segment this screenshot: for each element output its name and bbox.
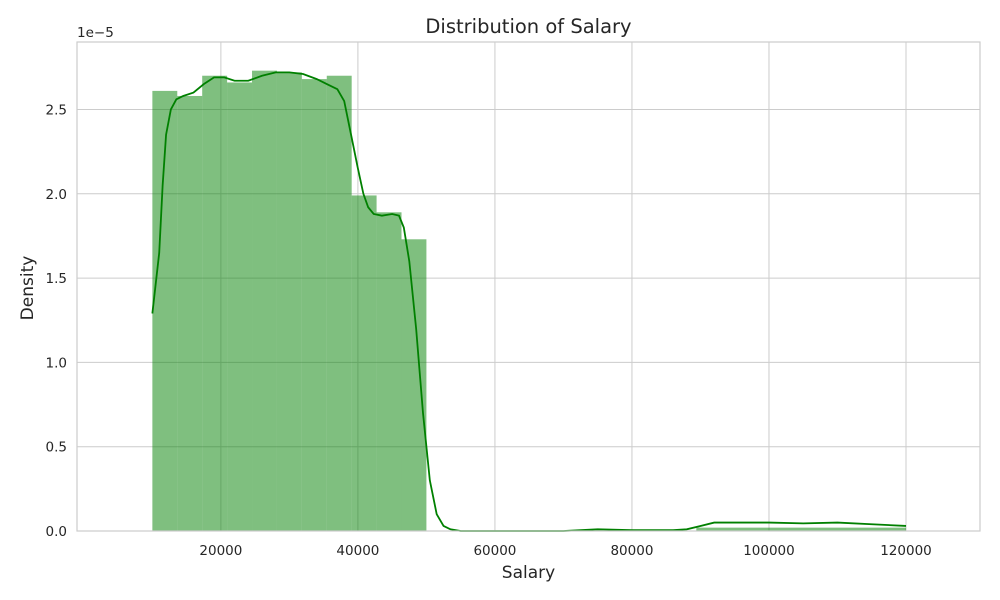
histogram-bar [326,75,352,532]
y-tick-label: 2.0 [46,187,67,203]
histogram-bar [177,95,203,531]
histogram-bar [696,527,907,531]
y-tick-label: 1.5 [46,271,67,287]
histogram-bar [401,239,427,532]
y-tick-label: 2.5 [46,102,67,118]
y-tick-label: 0.5 [46,440,67,456]
histogram-bar [301,79,327,531]
x-tick-label: 80000 [610,543,653,559]
y-tick-label: 0.0 [46,524,67,540]
histogram-bar [252,70,277,531]
x-tick-labels: 20000 40000 60000 80000 100000 120000 [199,543,931,559]
x-axis-label: Salary [502,563,555,583]
histogram-bars [152,70,907,532]
y-tick-label: 1.0 [46,355,67,371]
y-tick-labels: 0.0 0.5 1.0 1.5 2.0 2.5 [46,102,67,540]
x-tick-label: 120000 [880,543,932,559]
histogram-bar [351,195,377,531]
histogram-bar [376,212,402,532]
y-axis-label: Density [18,256,38,321]
chart-title: Distribution of Salary [425,15,631,38]
histogram-bar [276,72,302,532]
x-tick-label: 60000 [473,543,516,559]
y-offset-label: 1e−5 [77,25,114,41]
histogram-bar [227,82,253,531]
x-tick-label: 40000 [336,543,379,559]
x-tick-label: 20000 [199,543,242,559]
x-tick-label: 100000 [743,543,795,559]
histogram-bar [202,75,228,532]
plot-frame [76,41,981,532]
kde-curve [151,71,907,532]
